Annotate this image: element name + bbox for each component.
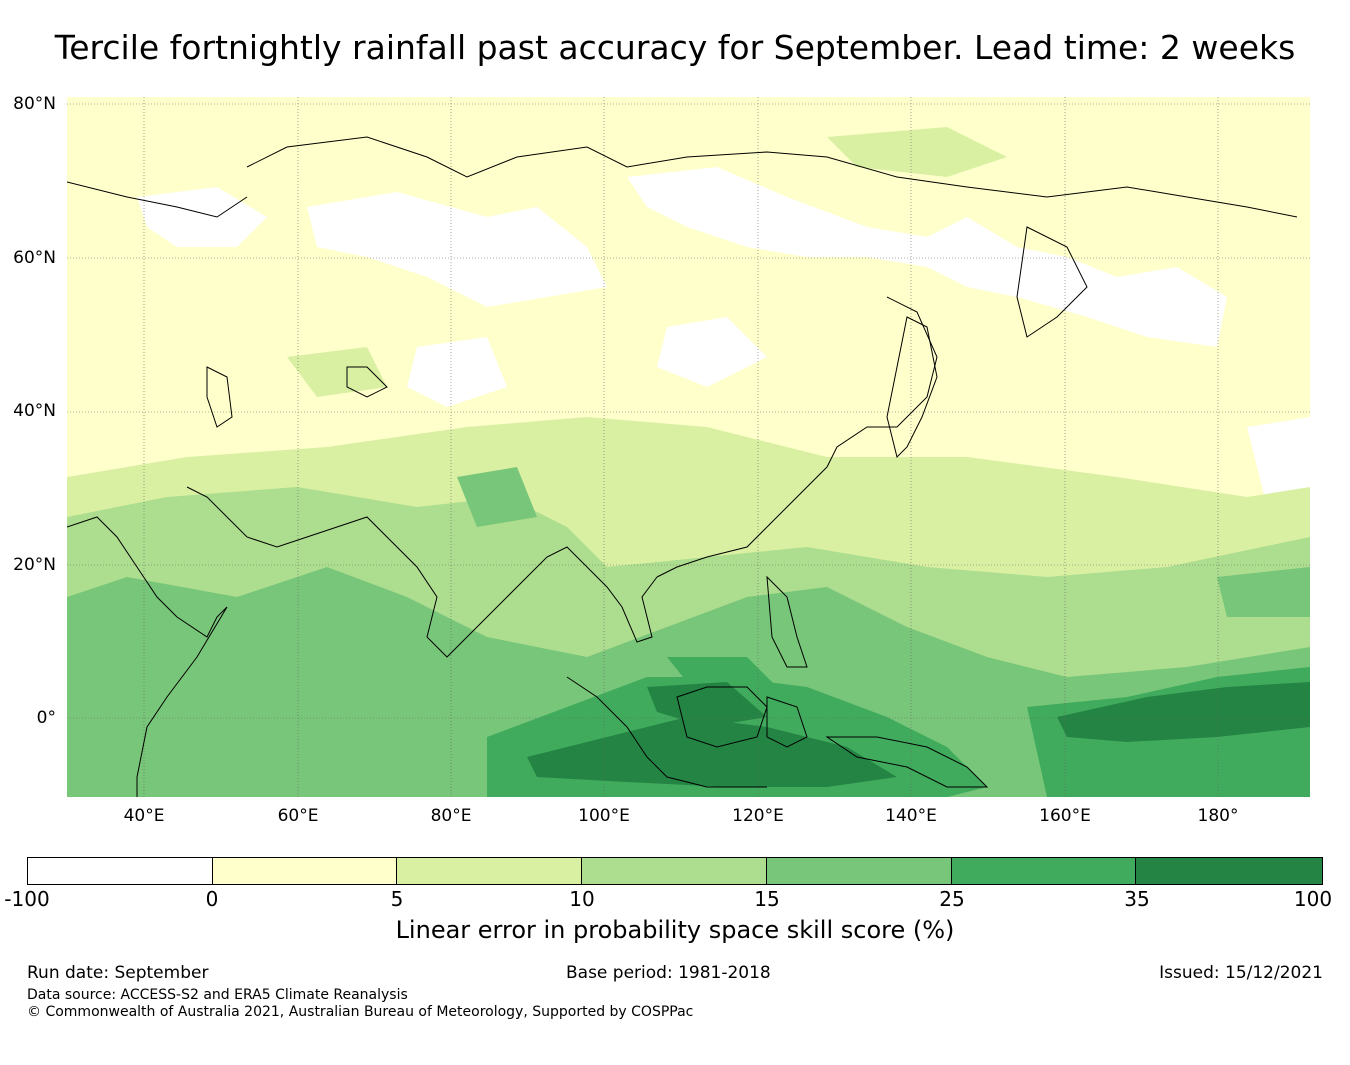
colorbar-tick: 15 [754, 887, 780, 911]
colorbar-tick: 10 [569, 887, 595, 911]
skill-35-100 [527, 682, 1310, 787]
colorbar-segment [951, 858, 1137, 884]
lat-label-80n: 80°N [13, 94, 56, 114]
colorbar-segment [212, 858, 398, 884]
lon-label-40e: 40°E [123, 806, 165, 826]
colorbar-tick: 5 [390, 887, 404, 911]
run-date: Run date: September [27, 963, 209, 983]
lon-label-80e: 80°E [430, 806, 472, 826]
copyright: © Commonwealth of Australia 2021, Austra… [27, 1004, 694, 1020]
colorbar [27, 857, 1323, 885]
colorbar-label: Linear error in probability space skill … [395, 916, 955, 944]
colorbar-tick: 100 [1293, 887, 1333, 911]
gridlines [67, 97, 1310, 797]
lat-label-0: 0° [36, 708, 56, 728]
lat-label-60n: 60°N [13, 248, 56, 268]
issued-date: Issued: 15/12/2021 [1159, 963, 1323, 983]
colorbar-segment [766, 858, 952, 884]
colorbar-segment [397, 858, 583, 884]
colorbar-segment [582, 858, 767, 884]
base-period: Base period: 1981-2018 [566, 963, 771, 983]
colorbar-segment [1136, 858, 1323, 884]
lat-label-20n: 20°N [13, 555, 56, 575]
lon-label-100e: 100°E [578, 806, 630, 826]
lat-label-40n: 40°N [13, 401, 56, 421]
skill-map [67, 97, 1310, 797]
colorbar-tick: -100 [4, 887, 50, 911]
colorbar-segment [28, 858, 213, 884]
colorbar-tick: 25 [939, 887, 965, 911]
data-source: Data source: ACCESS-S2 and ERA5 Climate … [27, 987, 408, 1003]
lon-label-60e: 60°E [277, 806, 319, 826]
lon-label-180: 180° [1197, 806, 1239, 826]
lon-label-120e: 120°E [732, 806, 784, 826]
lon-label-160e: 160°E [1039, 806, 1091, 826]
map-title: Tercile fortnightly rainfall past accura… [54, 28, 1296, 67]
colorbar-tick: 35 [1124, 887, 1150, 911]
lon-label-140e: 140°E [885, 806, 937, 826]
coastlines [67, 136, 1298, 797]
colorbar-tick: 0 [205, 887, 219, 911]
